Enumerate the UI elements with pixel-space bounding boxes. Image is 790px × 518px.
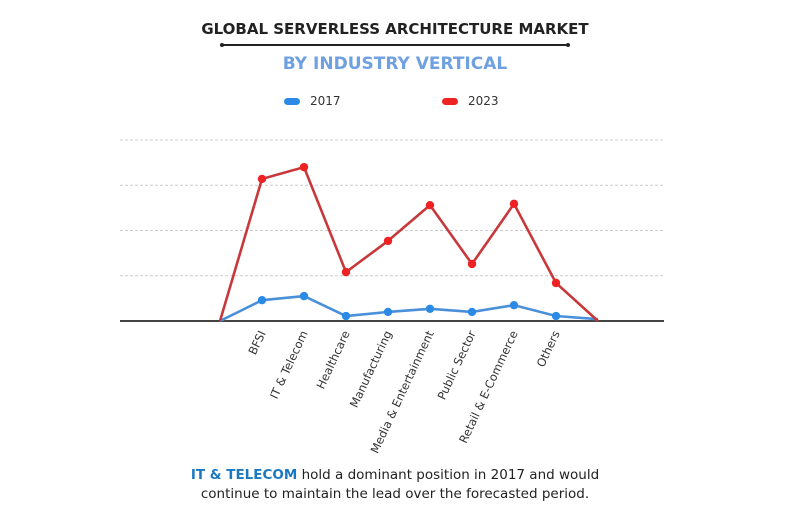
x-tick-label: IT & Telecom	[267, 328, 311, 401]
data-point-2017	[425, 304, 435, 313]
data-point-2023	[425, 200, 435, 210]
data-point-2017	[299, 291, 309, 301]
data-point-2017	[341, 311, 351, 321]
chart-title: GLOBAL SERVERLESS ARCHITECTURE MARKET	[201, 20, 589, 38]
legend-label-2023: 2023	[468, 94, 499, 108]
caption-line1: hold a dominant position in 2017 and wou…	[297, 467, 600, 483]
series-line-2023	[218, 165, 599, 322]
x-tick-label: BFSI	[245, 328, 268, 357]
data-point-2017	[467, 307, 477, 317]
data-point-2023	[341, 267, 351, 277]
data-point-2023	[299, 162, 309, 172]
data-point-2023	[551, 278, 561, 288]
data-point-2017	[509, 300, 519, 310]
chart-subtitle: BY INDUSTRY VERTICAL	[282, 54, 508, 74]
caption-line2: continue to maintain the lead over the f…	[200, 486, 590, 502]
data-point-2023	[257, 174, 267, 184]
legend-swatch-2023	[442, 97, 458, 105]
legend-swatch-2017	[284, 97, 300, 105]
title-divider	[220, 42, 570, 46]
x-tick-label: Healthcare	[314, 328, 353, 391]
data-point-2023	[383, 236, 393, 246]
x-tick-label: Public Sector	[434, 328, 478, 402]
series-line-2017	[219, 294, 599, 323]
caption-highlight: IT & TELECOM	[190, 467, 298, 483]
data-point-2017	[257, 295, 267, 305]
legend-item-2023: 2023	[442, 94, 499, 108]
data-point-2017	[383, 307, 393, 317]
x-tick-label: Others	[534, 328, 563, 369]
legend-item-2017: 2017	[284, 94, 341, 108]
data-point-2023	[509, 199, 519, 209]
x-tick-label: Manufacturing	[347, 328, 395, 409]
data-point-2023	[467, 259, 477, 269]
legend-label-2017: 2017	[310, 94, 341, 108]
data-point-2017	[551, 311, 561, 321]
caption: IT & TELECOM hold a dominant position in…	[0, 466, 790, 504]
